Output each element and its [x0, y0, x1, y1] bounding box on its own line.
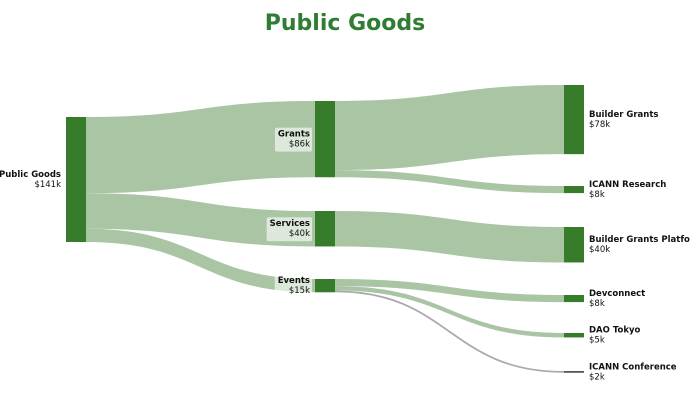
node-value: $86k — [289, 140, 310, 150]
node-label: Events$15k — [274, 274, 313, 299]
node-label: ICANN Research$8k — [589, 180, 666, 200]
node — [564, 371, 584, 373]
node — [564, 85, 584, 155]
node-label: Devconnect$8k — [589, 289, 645, 309]
node-label: Builder Grants Platform$40k — [589, 235, 690, 255]
node — [564, 295, 584, 303]
node-value: $40k — [589, 245, 610, 255]
node-value: $40k — [289, 229, 310, 239]
node-label: Builder Grants$78k — [589, 110, 658, 130]
node-name: Builder Grants — [589, 110, 658, 120]
link — [335, 279, 564, 303]
node — [315, 101, 335, 178]
node-name: Devconnect — [589, 289, 645, 299]
link — [335, 85, 564, 171]
node-label: Services$40k — [266, 217, 313, 242]
node — [315, 279, 335, 293]
node-value: $141k — [34, 180, 61, 190]
node-name: Services — [270, 219, 310, 229]
node-value: $78k — [589, 120, 610, 130]
link — [335, 170, 564, 194]
node-value: $8k — [589, 299, 605, 309]
node-label: ICANN Conference$2k — [589, 362, 677, 382]
link — [335, 286, 564, 338]
node-label: DAO Tokyo$5k — [589, 326, 641, 346]
node-name: Public Goods — [0, 170, 61, 180]
node-value: $8k — [589, 190, 605, 200]
node — [66, 117, 86, 242]
label-background — [266, 217, 313, 242]
link — [86, 228, 315, 293]
link — [335, 211, 564, 263]
node-label: Grants$86k — [274, 127, 313, 152]
links — [86, 85, 565, 373]
node-name: ICANN Conference — [589, 362, 677, 372]
node-label: Public Goods$141k — [0, 170, 61, 190]
node-name: ICANN Research — [589, 180, 666, 190]
node-value: $15k — [289, 286, 310, 296]
label-background — [274, 127, 313, 152]
node — [315, 211, 335, 247]
node-value: $5k — [589, 336, 605, 346]
label-background — [274, 274, 313, 299]
link — [334, 290, 565, 373]
node-name: Events — [278, 276, 310, 286]
node-name: DAO Tokyo — [589, 326, 641, 336]
node — [564, 186, 584, 194]
link — [86, 101, 315, 194]
node-value: $2k — [589, 372, 605, 382]
node-name: Grants — [278, 130, 310, 140]
chart-title: Public Goods — [265, 11, 425, 36]
link — [86, 193, 315, 247]
node — [564, 227, 584, 263]
node-name: Builder Grants Platform — [589, 235, 690, 245]
node — [564, 333, 584, 338]
